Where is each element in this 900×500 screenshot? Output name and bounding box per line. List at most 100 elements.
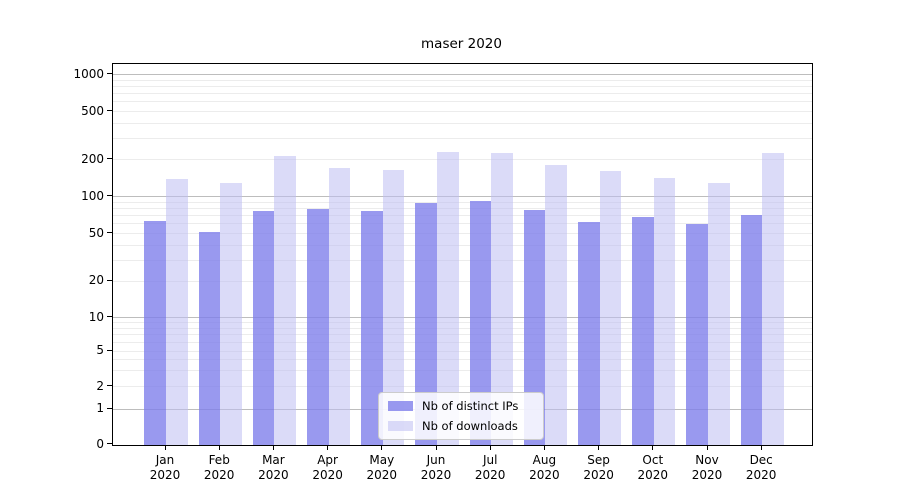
bar-downloads bbox=[653, 177, 676, 445]
bar-distinct-ips bbox=[361, 211, 383, 445]
bar-distinct-ips bbox=[686, 223, 708, 445]
bar-distinct-ips bbox=[577, 222, 600, 445]
x-tick-label-line: Mar bbox=[262, 453, 285, 467]
y-tick-label: 50 bbox=[88, 225, 104, 240]
y-tick-mark bbox=[107, 407, 112, 409]
gridline-minor bbox=[113, 93, 812, 95]
gridline-minor bbox=[113, 280, 812, 282]
x-tick-label-line: Feb bbox=[208, 453, 230, 467]
gridline-minor bbox=[113, 233, 812, 235]
gridline-minor bbox=[113, 350, 812, 352]
legend: Nb of distinct IPs Nb of downloads bbox=[378, 392, 544, 440]
x-tick-label-line: 2020 bbox=[637, 468, 669, 482]
bar-downloads bbox=[762, 152, 784, 445]
y-tick-label: 10 bbox=[88, 309, 104, 324]
x-tick-label: Apr 2020 bbox=[296, 453, 360, 483]
bar-downloads bbox=[708, 182, 730, 445]
y-tick-label: 5 bbox=[96, 343, 104, 357]
y-tick-label: 2 bbox=[96, 378, 104, 393]
legend-swatch bbox=[388, 401, 413, 411]
bar-distinct-ips bbox=[144, 220, 166, 445]
x-tick-label-line: Jan bbox=[155, 453, 175, 467]
x-tick-mark bbox=[381, 445, 383, 450]
x-tick-label-line: 2020 bbox=[258, 468, 289, 482]
gridline-minor bbox=[113, 370, 812, 372]
y-tick-mark bbox=[107, 195, 112, 197]
x-tick-label-line: Apr bbox=[317, 453, 338, 467]
x-tick-label-line: Dec bbox=[749, 453, 773, 467]
y-tick-mark bbox=[107, 443, 112, 444]
x-tick-label-line: 2020 bbox=[745, 468, 777, 482]
x-tick-label-line: Aug bbox=[532, 453, 557, 467]
bar-downloads bbox=[382, 170, 405, 445]
bar-downloads bbox=[328, 167, 351, 445]
x-tick-label-line: May bbox=[369, 453, 395, 467]
x-tick-label-line: 2020 bbox=[474, 468, 506, 482]
x-tick-label-line: 2020 bbox=[420, 468, 452, 482]
x-tick-mark bbox=[327, 445, 329, 450]
x-tick-label-line: 2020 bbox=[149, 468, 181, 482]
x-tick-label: Nov 2020 bbox=[675, 453, 739, 483]
y-tick-mark bbox=[107, 232, 112, 234]
bar-downloads bbox=[545, 165, 568, 445]
x-tick-mark bbox=[543, 445, 545, 450]
bar-distinct-ips bbox=[469, 201, 492, 445]
bar-downloads bbox=[220, 183, 242, 445]
y-tick-mark bbox=[107, 158, 112, 159]
x-tick-label-line: 2020 bbox=[203, 468, 235, 482]
y-tick-mark bbox=[107, 73, 112, 74]
x-tick-label-line: 2020 bbox=[583, 468, 614, 482]
gridline-major bbox=[113, 74, 812, 75]
x-tick-mark bbox=[435, 445, 437, 450]
gridline-minor bbox=[113, 359, 812, 361]
x-tick-label: Jan 2020 bbox=[133, 453, 197, 483]
x-tick-mark bbox=[706, 445, 708, 450]
y-tick-label: 500 bbox=[81, 103, 104, 118]
gridline-minor bbox=[113, 327, 812, 329]
bar-distinct-ips bbox=[198, 231, 221, 445]
bar-distinct-ips bbox=[740, 214, 763, 445]
bar-distinct-ips bbox=[415, 202, 437, 445]
bar-downloads bbox=[437, 152, 459, 445]
gridline-minor bbox=[113, 322, 812, 324]
bar-downloads bbox=[491, 153, 513, 445]
gridline-minor bbox=[113, 223, 812, 225]
x-tick-label: Dec 2020 bbox=[729, 453, 793, 483]
gridline-minor bbox=[113, 137, 812, 139]
x-tick-label-line: 2020 bbox=[366, 468, 398, 482]
gridline-minor bbox=[113, 259, 812, 261]
bar-distinct-ips bbox=[252, 211, 275, 445]
y-tick-label: 20 bbox=[88, 273, 104, 288]
x-tick-label-line: 2020 bbox=[691, 468, 723, 482]
x-tick-mark bbox=[218, 445, 220, 450]
gridline-major bbox=[113, 196, 812, 198]
x-tick-label: Sep 2020 bbox=[567, 453, 631, 483]
gridline-minor bbox=[113, 244, 812, 246]
x-tick-mark bbox=[760, 445, 762, 450]
bar-distinct-ips bbox=[632, 217, 654, 445]
x-tick-label-line: Sep bbox=[587, 453, 610, 467]
gridline-minor bbox=[113, 122, 812, 124]
gridline-minor bbox=[113, 111, 812, 113]
y-tick-label: 100 bbox=[81, 188, 104, 203]
y-tick-mark bbox=[107, 110, 112, 112]
gridline-minor bbox=[113, 201, 812, 203]
x-tick-mark bbox=[489, 445, 491, 450]
gridline-major bbox=[113, 317, 812, 319]
y-tick-mark bbox=[107, 349, 112, 351]
legend-item: Nb of downloads bbox=[388, 419, 534, 433]
y-tick-mark bbox=[107, 316, 112, 318]
x-tick-label-line: Jun bbox=[426, 453, 446, 467]
x-tick-mark bbox=[164, 445, 166, 450]
bar-downloads bbox=[599, 171, 622, 445]
plot-area: Nb of distinct IPs Nb of downloads bbox=[112, 63, 813, 446]
legend-label: Nb of distinct IPs bbox=[422, 399, 519, 413]
y-tick-label: 1000 bbox=[73, 66, 104, 81]
x-tick-label: Jun 2020 bbox=[404, 453, 468, 483]
gridline-minor bbox=[113, 334, 812, 336]
x-tick-label: May 2020 bbox=[350, 453, 414, 483]
gridline-minor bbox=[113, 341, 812, 343]
x-tick-label-line: Oct bbox=[642, 453, 664, 467]
y-tick-label: 200 bbox=[81, 151, 104, 166]
x-tick-label: Oct 2020 bbox=[621, 453, 685, 483]
